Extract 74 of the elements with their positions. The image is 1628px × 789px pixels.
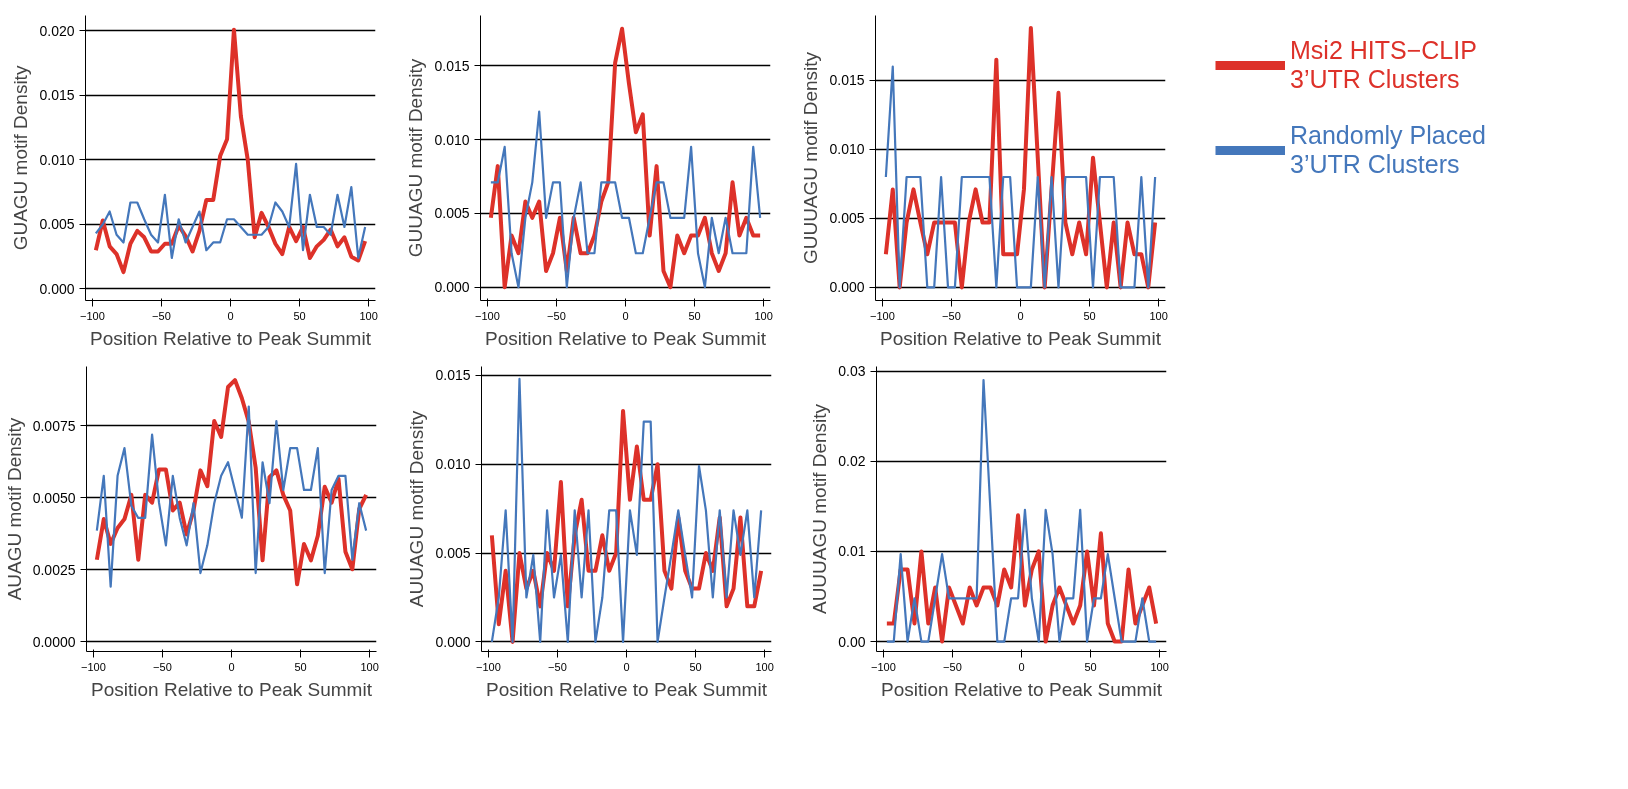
x-tick-label: −50	[943, 660, 962, 673]
x-tick-label: −50	[548, 660, 567, 673]
x-tick-label: 50	[293, 309, 306, 322]
x-tick-label: 100	[755, 660, 774, 673]
line-series	[93, 27, 368, 275]
x-tick-label: 0	[623, 660, 630, 673]
x-tick-label: 100	[1150, 660, 1169, 673]
y-tick-label: 0.000	[434, 279, 470, 296]
x-axis-title: Position Relative to Peak Summit	[881, 678, 1163, 700]
x-tick-label: 0	[227, 309, 234, 322]
x-tick-label: 100	[360, 660, 379, 673]
x-tick-label: 100	[1149, 309, 1168, 322]
y-tick-label: 0.015	[435, 367, 471, 384]
y-tick-label: 0.03	[838, 363, 866, 380]
x-axis-title: Position Relative to Peak Summit	[486, 678, 768, 700]
x-axis-title: Position Relative to Peak Summit	[880, 327, 1162, 349]
line-series	[489, 110, 762, 289]
y-tick-label: 0.000	[829, 279, 865, 296]
y-tick-label: 0.010	[435, 456, 471, 473]
y-tick-label: 0.005	[829, 210, 865, 227]
x-tick-label: 50	[688, 309, 701, 322]
y-tick-label: 0.01	[838, 543, 866, 560]
y-tick-label: 0.015	[829, 72, 865, 89]
y-tick-label: 0.02	[838, 453, 866, 470]
x-tick-label: −100	[475, 309, 500, 322]
y-tick-label: 0.005	[39, 216, 75, 233]
y-tick-label: 0.0025	[32, 561, 76, 578]
x-tick-label: 50	[1083, 309, 1096, 322]
y-axis-title: GUUAGU motif Density	[405, 58, 427, 258]
legend-label: Randomly Placed 3’UTR Clusters	[1290, 120, 1486, 180]
y-tick-label: 0.020	[39, 22, 75, 39]
y-axis-title: GUUUAGU motif Density	[800, 51, 822, 265]
y-tick-label: 0.005	[434, 205, 470, 222]
y-tick-label: 0.010	[434, 131, 470, 148]
x-tick-label: −50	[942, 309, 961, 322]
x-tick-label: −50	[152, 309, 171, 322]
y-axis-title: AUUUAGU motif Density	[809, 403, 831, 615]
x-tick-label: 0	[228, 660, 235, 673]
x-axis-title: Position Relative to Peak Summit	[91, 678, 373, 700]
line-series	[94, 162, 367, 260]
y-tick-label: 0.015	[434, 57, 470, 74]
x-tick-label: 0	[1018, 660, 1025, 673]
x-tick-label: 50	[689, 660, 702, 673]
x-tick-label: 50	[294, 660, 307, 673]
x-tick-label: 50	[1084, 660, 1097, 673]
x-tick-label: −100	[476, 660, 501, 673]
x-tick-label: −100	[871, 660, 896, 673]
y-tick-label: 0.005	[435, 545, 471, 562]
y-tick-label: 0.0075	[32, 417, 76, 434]
y-tick-label: 0.000	[435, 633, 471, 650]
x-tick-label: 100	[754, 309, 773, 322]
y-tick-label: 0.010	[829, 141, 865, 158]
line-series	[885, 378, 1158, 643]
x-tick-label: −50	[547, 309, 566, 322]
y-tick-label: 0.0000	[32, 633, 76, 650]
line-series	[488, 26, 763, 290]
x-tick-label: −100	[81, 660, 106, 673]
x-tick-label: 0	[622, 309, 629, 322]
legend-label: Msi2 HITS−CLIP 3’UTR Clusters	[1290, 35, 1477, 95]
x-tick-label: 0	[1017, 309, 1024, 322]
x-tick-label: −100	[80, 309, 105, 322]
y-tick-label: 0.00	[838, 633, 866, 650]
x-axis-title: Position Relative to Peak Summit	[485, 327, 767, 349]
y-axis-title: AUAGU motif Density	[3, 417, 25, 601]
x-tick-label: 100	[359, 309, 378, 322]
x-tick-label: −100	[870, 309, 895, 322]
y-axis-title: GUAGU motif Density	[10, 65, 32, 251]
y-tick-label: 0.000	[39, 280, 75, 297]
y-tick-label: 0.015	[39, 87, 75, 104]
y-tick-label: 0.010	[39, 151, 75, 168]
y-axis-title: AUUAGU motif Density	[406, 410, 428, 608]
x-axis-title: Position Relative to Peak Summit	[90, 327, 372, 349]
y-tick-label: 0.0050	[32, 489, 76, 506]
x-tick-label: −50	[153, 660, 172, 673]
